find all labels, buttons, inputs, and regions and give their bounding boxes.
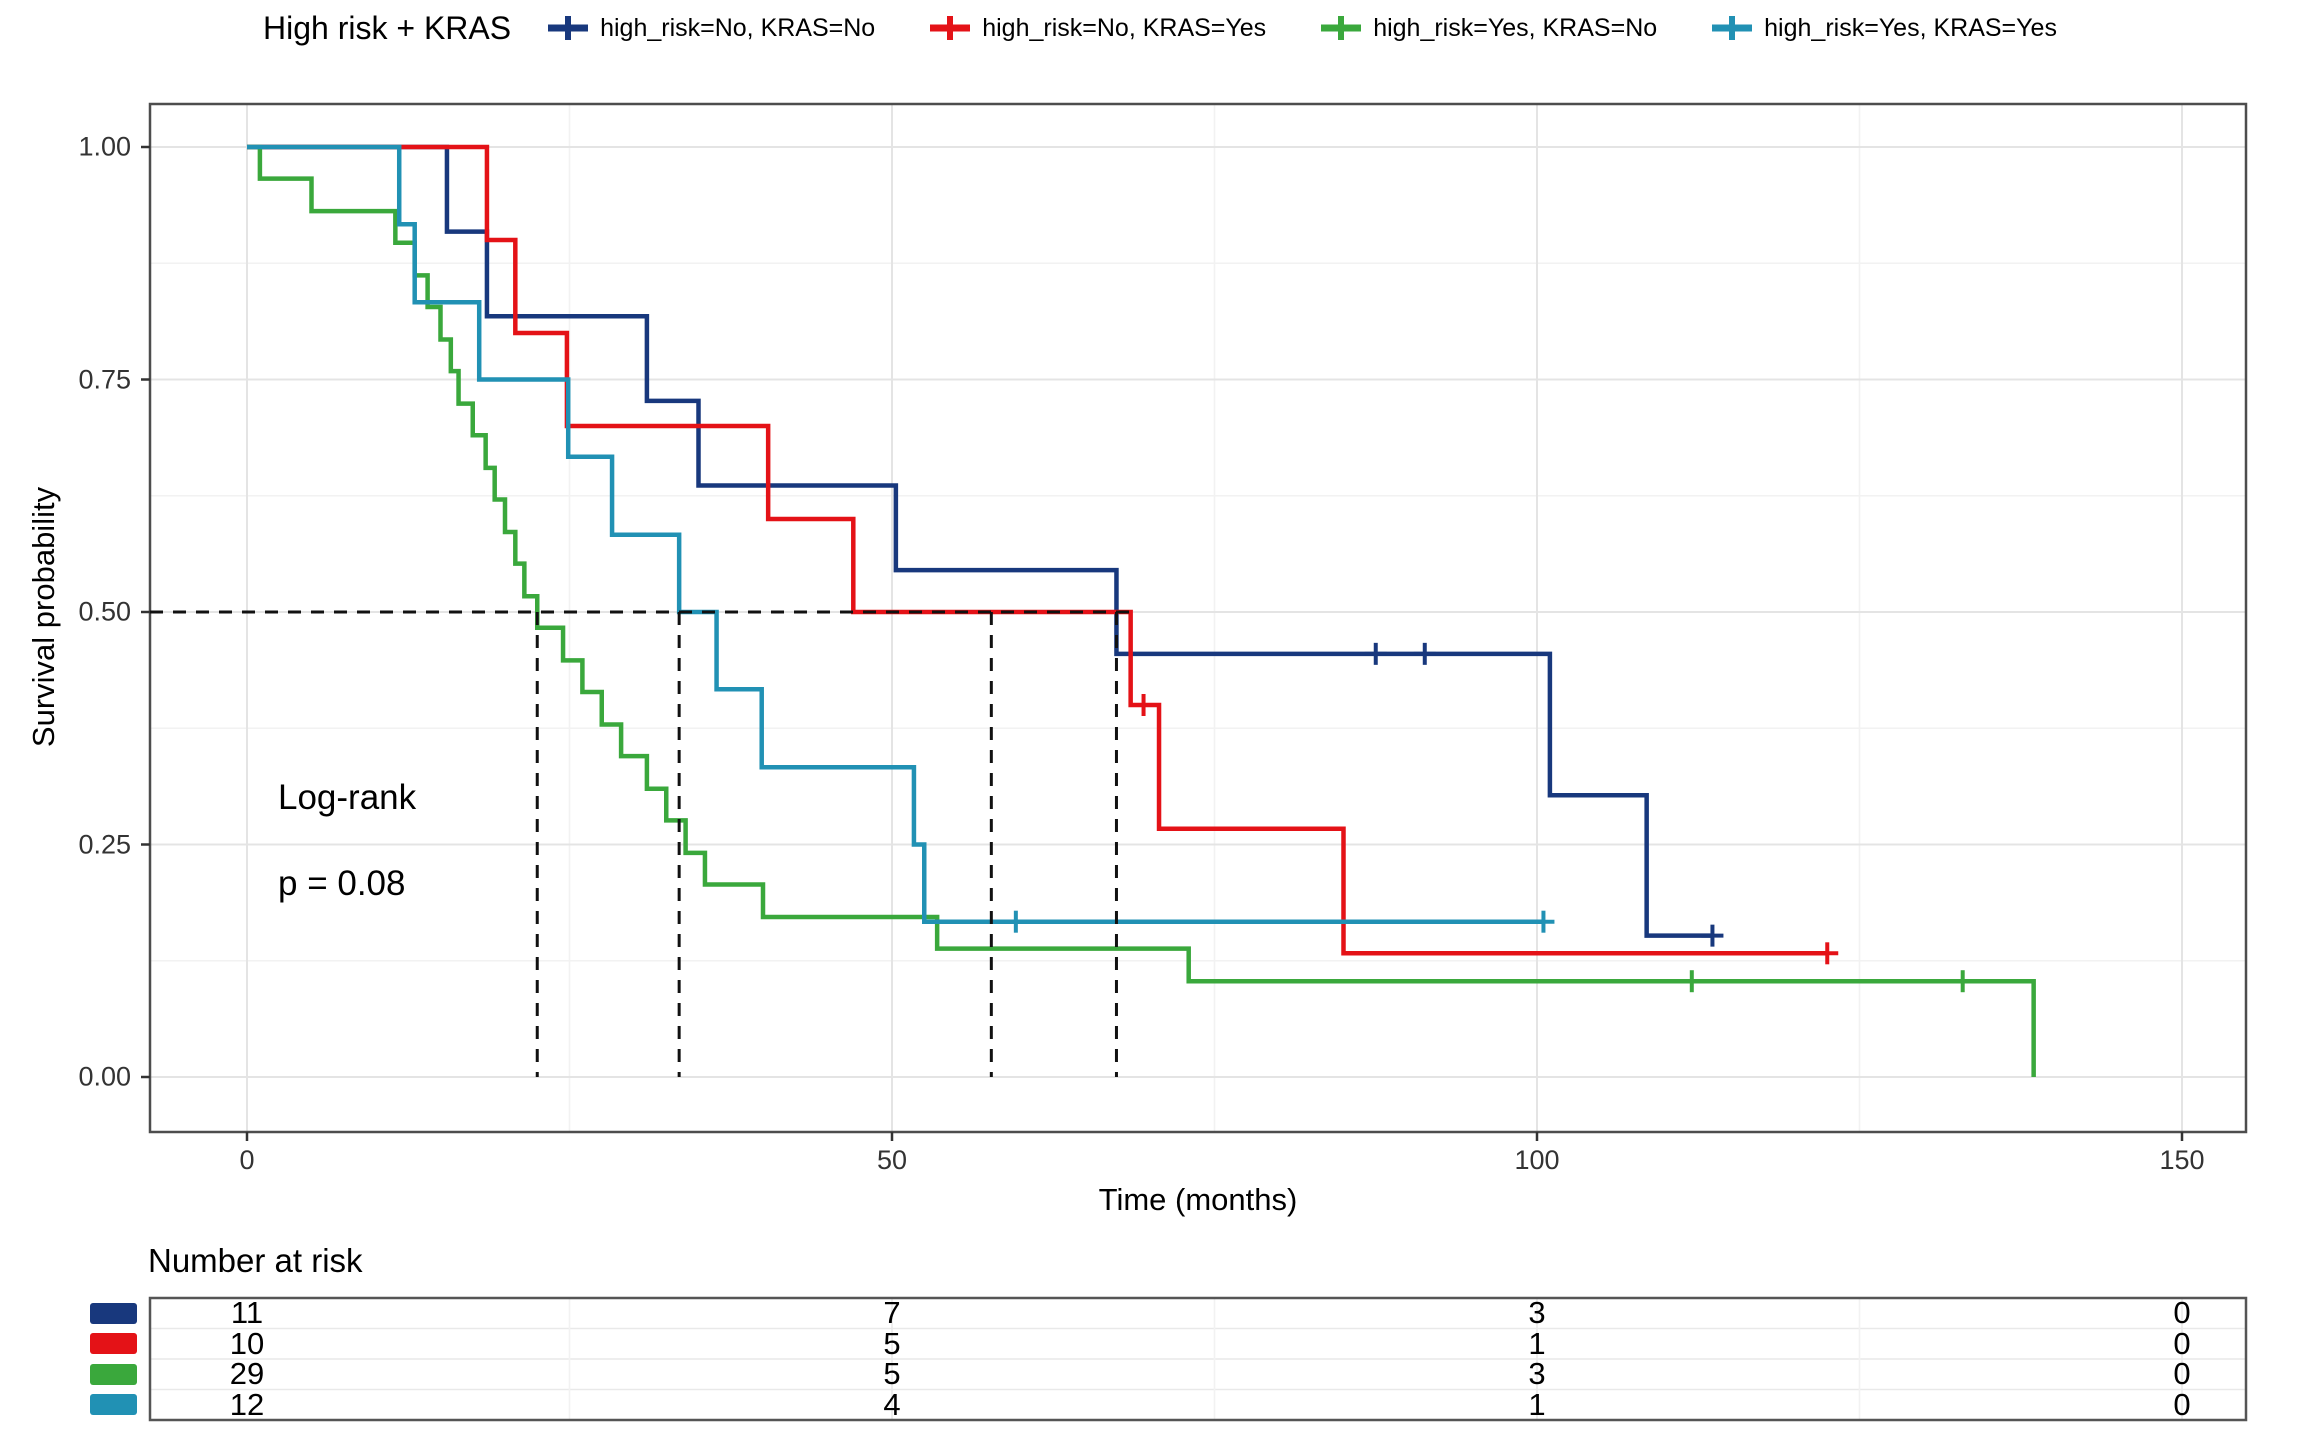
legend-entry: high_risk=Yes, KRAS=Yes bbox=[1709, 12, 2057, 44]
y-tick-label: 0.75 bbox=[78, 364, 131, 394]
survival-curve bbox=[247, 144, 1828, 956]
risk-table-title: Number at risk bbox=[148, 1242, 363, 1279]
y-tick-label: 0.25 bbox=[78, 829, 131, 859]
risk-count: 29 bbox=[229, 1356, 265, 1392]
legend-entries: high_risk=No, KRAS=No high_risk=No, KRAS… bbox=[545, 12, 2109, 44]
x-tick-label: 100 bbox=[1514, 1145, 1560, 1175]
x-tick-label: 0 bbox=[239, 1145, 255, 1175]
risk-count: 1 bbox=[1528, 1386, 1546, 1422]
censor-plus-icon bbox=[1321, 16, 1362, 40]
legend: High risk + KRAS high_risk=No, KRAS=No h… bbox=[263, 6, 2109, 50]
survival-curve bbox=[247, 144, 2036, 1077]
legend-title: High risk + KRAS bbox=[263, 9, 512, 46]
x-tick-label: 50 bbox=[876, 1145, 908, 1175]
risk-count: 7 bbox=[883, 1295, 901, 1331]
censor-plus-icon bbox=[1712, 16, 1753, 40]
legend-entry: high_risk=No, KRAS=No bbox=[545, 12, 875, 44]
pvalue-label: p = 0.08 bbox=[278, 864, 406, 903]
y-tick-label: 0.50 bbox=[78, 596, 131, 627]
legend-entry-label: high_risk=Yes, KRAS=Yes bbox=[1764, 13, 2057, 42]
risk-count: 3 bbox=[1528, 1295, 1546, 1331]
risk-count: 12 bbox=[229, 1386, 265, 1422]
risk-count: 5 bbox=[883, 1325, 901, 1361]
survival-curve bbox=[247, 144, 1713, 938]
legend-entry-label: high_risk=No, KRAS=Yes bbox=[982, 13, 1267, 42]
risk-count: 0 bbox=[2173, 1356, 2191, 1392]
survival-curve bbox=[247, 144, 1544, 924]
panel-border bbox=[148, 102, 2248, 1134]
x-tick-label: 150 bbox=[2159, 1145, 2205, 1175]
y-tick-label: 1.00 bbox=[78, 131, 131, 162]
censor-plus-icon bbox=[548, 16, 589, 40]
risk-count: 1 bbox=[1528, 1325, 1546, 1361]
risk-count: 3 bbox=[1528, 1356, 1546, 1392]
risk-group-swatch bbox=[90, 1333, 137, 1355]
risk-count: 10 bbox=[229, 1325, 265, 1361]
legend-entry: high_risk=No, KRAS=Yes bbox=[927, 12, 1266, 44]
y-tick-label: 0.00 bbox=[78, 1061, 131, 1092]
censor-plus-icon bbox=[930, 16, 971, 40]
risk-group-swatch bbox=[90, 1394, 137, 1416]
risk-count: 0 bbox=[2173, 1325, 2191, 1361]
risk-group-swatch bbox=[90, 1363, 137, 1385]
legend-entry-label: high_risk=No, KRAS=No bbox=[600, 13, 876, 42]
legend-entry-label: high_risk=Yes, KRAS=No bbox=[1373, 13, 1658, 42]
logrank-label: Log-rank bbox=[278, 778, 417, 817]
risk-count: 0 bbox=[2173, 1295, 2191, 1331]
legend-entry: high_risk=Yes, KRAS=No bbox=[1318, 12, 1657, 44]
risk-count: 0 bbox=[2173, 1386, 2191, 1422]
risk-count: 5 bbox=[883, 1356, 901, 1392]
x-axis-title: Time (months) bbox=[1098, 1182, 1298, 1217]
risk-table-border bbox=[148, 1296, 2248, 1422]
risk-group-swatch bbox=[90, 1302, 137, 1324]
risk-count: 11 bbox=[230, 1295, 264, 1331]
risk-count: 4 bbox=[883, 1386, 901, 1422]
